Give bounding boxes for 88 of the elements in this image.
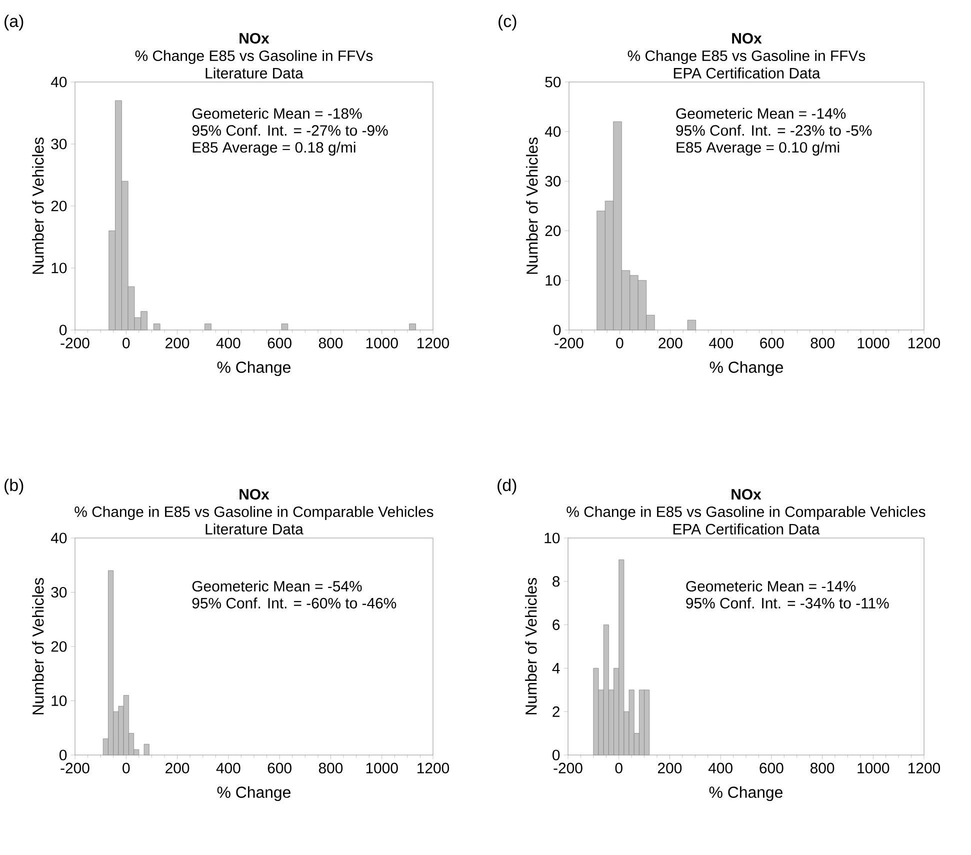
x-tick-label: -200 [554, 338, 584, 348]
annotation: Geometeric Mean = -14% [676, 108, 846, 119]
annotation: 95% Conf. Int. = -34% to -11% [686, 598, 889, 608]
y-tick-label: 40 [50, 532, 67, 544]
x-tick-label: 1000 [858, 338, 890, 348]
text: (b) [4, 478, 24, 494]
x-tick-label: 600 [760, 338, 784, 348]
annotation: 95% Conf. Int. = -60% to -46% [192, 598, 396, 608]
y-tick-label: 8 [552, 576, 560, 587]
x-tick-label: 1000 [366, 762, 398, 774]
x-tick-label: 0 [122, 762, 130, 774]
x-tick-label: 800 [318, 338, 343, 348]
y-tick-label: 10 [544, 532, 560, 544]
annotation: Geometeric Mean = -18% [192, 108, 362, 119]
text: Literature Data [206, 524, 304, 534]
x-tick-label: 1200 [418, 762, 450, 774]
chart-subtitle: % Change E85 vs Gasoline in FFVs [628, 50, 866, 64]
chart-title: NOx [240, 489, 270, 500]
y-tick-label: 30 [545, 176, 561, 186]
text: (d) [498, 478, 516, 494]
x-tick-label: 1000 [366, 338, 398, 348]
annotation: 95% Conf. Int. = -27% to -9% [192, 124, 388, 136]
y-tick-label: 0 [552, 750, 560, 760]
y-axis-title: Number of Vehicles [525, 578, 537, 714]
y-tick-label: 50 [545, 76, 561, 88]
x-tick-label: 200 [658, 762, 682, 774]
x-tick-label: 1200 [418, 338, 450, 348]
y-tick-label: 10 [52, 262, 67, 274]
x-tick-label: 400 [709, 338, 734, 348]
text: EPA Certification Data [674, 68, 820, 78]
x-tick-label: 200 [166, 762, 190, 774]
x-tick-label: 1200 [908, 338, 940, 348]
y-tick-label: 40 [50, 76, 67, 88]
x-tick-label: 200 [166, 338, 190, 348]
x-tick-label: 800 [810, 762, 834, 774]
x-tick-label: 1000 [858, 762, 890, 774]
x-tick-label: 400 [216, 338, 240, 348]
chart-title: NOx [240, 33, 270, 44]
x-axis-title: % Change [217, 786, 290, 802]
y-tick-label: 0 [59, 750, 67, 760]
text: EPA Certification Data [673, 524, 820, 534]
x-tick-label: -200 [60, 338, 90, 348]
y-tick-label: 30 [51, 586, 67, 598]
y-axis-title: Number of Vehicles [526, 137, 538, 274]
y-tick-label: 0 [554, 324, 561, 336]
x-tick-label: 0 [122, 338, 130, 348]
x-axis-title: % Change [217, 361, 290, 376]
x-axis-title: % Change [709, 786, 782, 802]
y-tick-label: 4 [552, 663, 560, 674]
text: (a) [4, 14, 24, 30]
x-axis-title: % Change [710, 361, 783, 376]
y-tick-label: 10 [52, 695, 67, 706]
annotation: E85 Average = 0.18 g/mi [192, 142, 356, 156]
x-tick-label: 1200 [908, 762, 940, 774]
y-tick-label: 20 [51, 641, 67, 652]
y-tick-label: 40 [544, 126, 561, 137]
y-tick-label: 0 [59, 324, 67, 336]
annotation: E85 Average = 0.10 g/mi [676, 142, 840, 156]
x-tick-label: -200 [60, 762, 90, 774]
x-tick-label: 0 [616, 338, 624, 348]
x-tick-label: 400 [708, 762, 732, 774]
y-axis-title: Number of Vehicles [32, 578, 44, 714]
x-tick-label: 800 [810, 338, 834, 348]
y-tick-label: 20 [51, 200, 67, 212]
x-tick-label: 0 [615, 762, 622, 774]
text: Literature Data [206, 68, 304, 78]
x-tick-label: 800 [318, 762, 343, 774]
x-tick-label: 600 [268, 762, 292, 774]
x-tick-label: 600 [760, 762, 784, 774]
chart-subtitle: % Change in E85 vs Gasoline in Comparable Vehicles [566, 506, 926, 520]
y-tick-label: 30 [51, 138, 67, 150]
y-tick-label: 2 [552, 706, 560, 717]
chart-title: NOx [732, 489, 762, 500]
text: (c) [498, 14, 516, 30]
annotation: 95% Conf. Int. = -23% to -5% [676, 124, 872, 136]
y-tick-label: 6 [552, 620, 560, 630]
x-tick-label: -200 [554, 762, 582, 774]
y-tick-label: 10 [546, 275, 561, 286]
annotation: Geometeric Mean = -54% [192, 580, 362, 592]
y-tick-label: 20 [545, 226, 561, 236]
annotation: Geometeric Mean = -14% [686, 580, 856, 592]
y-axis-title: Number of Vehicles [32, 137, 44, 274]
chart-subtitle: % Change E85 vs Gasoline in FFVs [135, 50, 373, 64]
chart-title: NOx [732, 33, 762, 44]
x-tick-label: 400 [216, 762, 240, 774]
chart-subtitle: % Change in E85 vs Gasoline in Comparable Vehicles [74, 506, 434, 520]
x-tick-label: 200 [658, 338, 682, 348]
x-tick-label: 600 [268, 338, 292, 348]
